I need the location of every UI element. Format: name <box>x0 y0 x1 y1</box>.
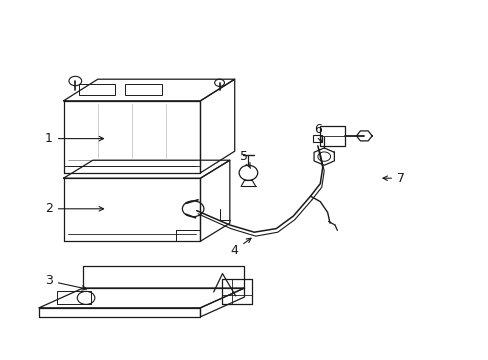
Bar <box>312 135 321 142</box>
Text: 6: 6 <box>313 123 322 142</box>
Text: 5: 5 <box>240 150 250 168</box>
Bar <box>79 84 115 95</box>
Text: 2: 2 <box>45 202 103 215</box>
Ellipse shape <box>239 165 257 180</box>
Bar <box>125 84 162 95</box>
Text: 3: 3 <box>45 274 86 290</box>
Bar <box>320 126 344 146</box>
Text: 4: 4 <box>230 238 250 257</box>
Text: 7: 7 <box>382 172 404 185</box>
Text: 1: 1 <box>45 132 103 145</box>
Bar <box>57 291 91 304</box>
